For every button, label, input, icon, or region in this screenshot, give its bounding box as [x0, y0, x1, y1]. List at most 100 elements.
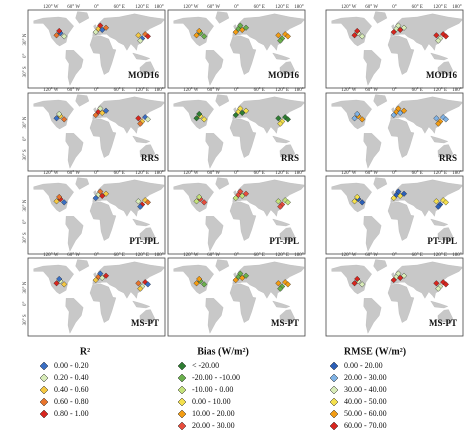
site-marker — [201, 116, 208, 123]
lon-tick-label: 180° — [294, 5, 304, 10]
site-marker — [351, 198, 358, 205]
map-panel: 120° W 60° W 0° 60° E 120° E 180° PT-JPL — [325, 171, 464, 255]
land — [205, 133, 224, 169]
site-marker — [433, 115, 440, 122]
legend-label: 0.00 - 10.00 — [192, 397, 231, 406]
site-marker — [397, 192, 404, 199]
lon-tick-label: 0° — [392, 5, 397, 10]
site-marker — [400, 272, 408, 279]
land — [229, 35, 257, 75]
lon-tick-label: 120° E — [433, 88, 447, 93]
lon-tick-label: 180° — [154, 171, 164, 176]
site-marker — [99, 192, 106, 199]
lon-tick-label: 120° E — [275, 5, 289, 10]
site-marker — [354, 275, 361, 283]
map-panel: 120° W 60° W 0° 60° E 120° E 180° MS-PT — [167, 253, 306, 337]
lon-tick-label: 60° E — [114, 88, 125, 93]
legend-label: 40.00 - 50.00 — [344, 397, 387, 406]
site-marker — [277, 37, 284, 44]
site-marker — [232, 276, 239, 284]
land — [279, 309, 295, 325]
row-label: MS-PT — [271, 318, 299, 328]
land — [92, 179, 166, 217]
land — [373, 177, 388, 190]
land — [373, 94, 388, 107]
map-panel: 120° W 60° W 0° 60° E 120° E 180° RRS — [325, 88, 464, 172]
lon-tick-label: 120° W — [43, 5, 59, 10]
legend-swatch — [177, 409, 187, 419]
land — [92, 13, 166, 51]
lon-tick-label: 120° E — [135, 253, 149, 258]
site-marker — [395, 105, 402, 112]
lat-tick-label: 30° S — [23, 149, 28, 160]
lat-tick-label: 30° N — [23, 199, 28, 211]
site-marker — [359, 116, 366, 123]
legend-label: 20.00 - 30.00 — [344, 373, 387, 382]
site-marker — [400, 107, 408, 114]
site-marker — [239, 192, 246, 199]
lon-tick-label: 0° — [94, 171, 99, 176]
land — [132, 135, 151, 144]
land — [272, 218, 291, 227]
lon-tick-label: 120° W — [183, 5, 199, 10]
site-marker — [284, 116, 291, 123]
legend-swatch — [39, 373, 49, 383]
lon-tick-label: 120° E — [275, 88, 289, 93]
site-marker — [351, 115, 358, 122]
site-marker — [275, 115, 282, 122]
site-marker — [137, 285, 144, 292]
site-marker — [442, 33, 449, 40]
land — [139, 144, 155, 160]
lon-tick-label: 60° E — [412, 5, 423, 10]
land — [430, 300, 449, 309]
site-marker — [92, 194, 99, 202]
lat-tick-label: 30° N — [23, 281, 28, 293]
lat-tick-label: 30° S — [23, 314, 28, 325]
site-marker — [433, 280, 440, 287]
site-marker — [196, 110, 203, 118]
land — [215, 11, 230, 24]
site-marker — [435, 120, 442, 127]
land — [215, 177, 230, 190]
site-marker — [397, 274, 404, 281]
legend-title: RMSE (W/m²) — [344, 346, 406, 357]
site-marker — [137, 120, 144, 127]
land — [65, 50, 84, 86]
site-marker — [242, 272, 250, 279]
site-marker — [232, 28, 239, 36]
land — [75, 94, 90, 107]
site-marker — [433, 198, 440, 205]
row-label: MS-PT — [131, 318, 159, 328]
legend-label: 0.80 - 1.00 — [54, 409, 89, 418]
site-marker — [53, 198, 60, 205]
lon-tick-label: 60° W — [365, 5, 378, 10]
site-marker — [201, 281, 208, 288]
site-marker — [99, 26, 106, 33]
land — [65, 298, 84, 334]
site-marker — [359, 199, 366, 206]
site-marker — [99, 109, 106, 116]
site-marker — [135, 280, 142, 287]
site-marker — [92, 276, 99, 284]
legend-swatch — [329, 409, 339, 419]
land — [430, 135, 449, 144]
site-marker — [53, 115, 60, 122]
lon-tick-label: 60° W — [365, 171, 378, 176]
row-label: RRS — [141, 153, 159, 163]
lon-tick-label: 120° E — [135, 171, 149, 176]
land — [65, 216, 84, 252]
map-panel: 120° W 60° W 0° 60° E 120° E 180° RRS — [167, 88, 306, 172]
site-marker — [53, 32, 60, 39]
legend-label: 0.00 - 20.00 — [344, 361, 383, 370]
map-panel: 120° W 60° W 0° 60° E 120° E 180° 30° N 0° 30° S… — [23, 5, 166, 89]
land — [132, 300, 151, 309]
land — [232, 13, 306, 51]
row-label: RRS — [439, 153, 457, 163]
land — [139, 227, 155, 243]
legend-swatch — [39, 397, 49, 407]
land — [430, 52, 449, 61]
site-marker — [397, 26, 404, 33]
site-marker — [61, 116, 68, 123]
land — [205, 216, 224, 252]
